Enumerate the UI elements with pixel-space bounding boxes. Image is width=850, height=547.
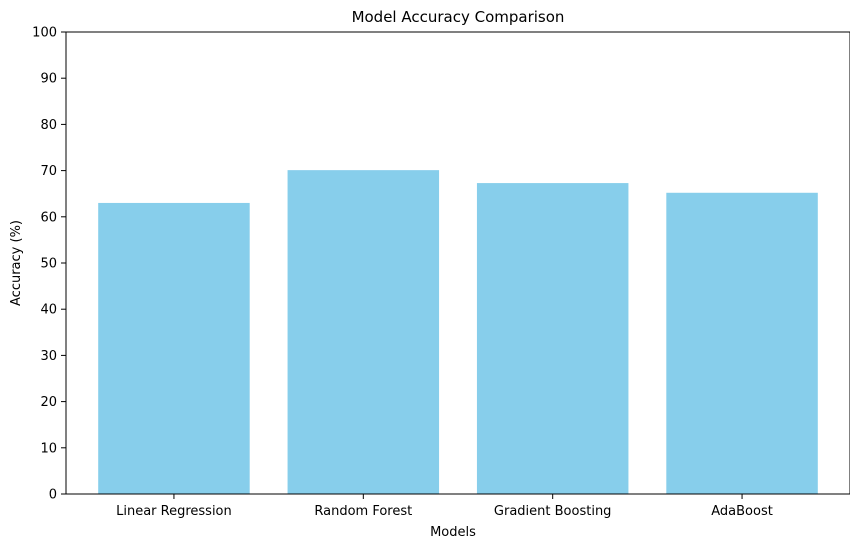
bar-adaboost [666,192,818,494]
x-axis-label: Models [430,525,476,540]
x-axis: Linear Regression Random Forest Gradient B… [116,494,773,519]
y-tick-label: 0 [49,488,57,503]
y-tick-label: 50 [40,257,57,272]
y-tick-label: 80 [40,118,57,133]
bar-linear-regression [98,202,250,494]
bar-random-forest [287,170,440,494]
x-tick-label: AdaBoost [711,504,773,519]
y-tick-label: 40 [40,303,57,318]
x-tick-label: Random Forest [314,504,412,519]
y-axis: 0 10 20 30 40 50 60 70 80 90 100 [32,26,66,503]
y-axis-label: Accuracy (%) [9,220,24,306]
y-tick-label: 30 [40,349,57,364]
y-tick-label: 70 [40,164,57,179]
y-tick-label: 20 [40,395,57,410]
y-tick-label: 100 [32,26,57,41]
x-tick-label: Gradient Boosting [494,504,612,519]
y-tick-label: 90 [40,72,57,87]
y-tick-label: 60 [40,210,57,225]
chart-title: Model Accuracy Comparison [352,8,565,26]
bars-group [98,170,818,494]
y-tick-label: 10 [40,441,57,456]
bar-gradient-boosting [476,183,629,494]
plot-frame [65,31,850,495]
x-tick-label: Linear Regression [116,504,232,519]
